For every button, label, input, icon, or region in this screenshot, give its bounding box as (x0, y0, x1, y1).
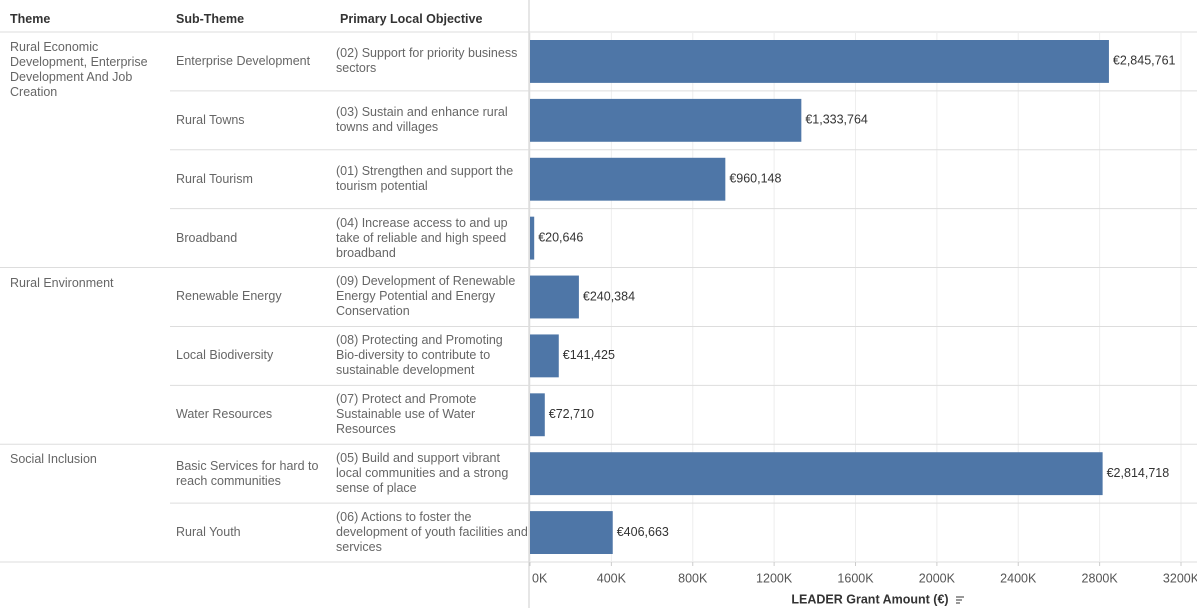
bar (530, 216, 535, 260)
bar (530, 157, 726, 201)
objective-label: (06) Actions to foster the development o… (336, 510, 528, 555)
x-tick-label: 800K (678, 571, 708, 585)
objective-label: (09) Development of Renewable Energy Pot… (336, 274, 516, 319)
x-tick-label: 2800K (1082, 571, 1119, 585)
bar (530, 511, 613, 554)
x-axis-title: LEADER Grant Amount (€) (791, 592, 948, 606)
objective-label: (01) Strengthen and support the tourism … (336, 164, 514, 194)
sub-theme-label: Renewable Energy (176, 289, 282, 304)
sub-theme-label: Basic Services for hard to reach communi… (176, 458, 319, 488)
value-label: €20,646 (538, 230, 583, 244)
value-label: €72,710 (549, 407, 594, 421)
value-label: €1,333,764 (805, 113, 868, 127)
column-header: Theme (10, 12, 51, 26)
bar (530, 452, 1103, 496)
objective-label: (02) Support for priority business secto… (336, 46, 518, 76)
x-tick-label: 400K (597, 571, 627, 585)
objective-label: (04) Increase access to and up take of r… (336, 215, 508, 260)
bar (530, 275, 579, 319)
x-tick-label: 0K (532, 571, 548, 585)
x-tick-label: 3200K (1163, 571, 1197, 585)
theme-label: Social Inclusion (10, 452, 97, 467)
x-tick-label: 2400K (1000, 571, 1037, 585)
bar (530, 98, 802, 142)
bar (530, 334, 559, 378)
sub-theme-label: Rural Towns (176, 112, 245, 127)
sub-theme-label: Enterprise Development (176, 53, 311, 68)
sub-theme-label: Water Resources (176, 407, 273, 422)
objective-label: (07) Protect and Promote Sustainable use… (336, 392, 477, 437)
sort-icon[interactable] (956, 596, 964, 604)
sub-theme-label: Rural Tourism (176, 171, 253, 186)
value-label: €2,814,718 (1107, 466, 1170, 480)
value-label: €240,384 (583, 289, 635, 303)
value-label: €141,425 (563, 348, 615, 362)
bar (530, 393, 545, 437)
theme-label: Rural Environment (10, 275, 114, 290)
objective-label: (05) Build and support vibrant local com… (336, 451, 509, 496)
theme-label: Rural Economic Development, Enterprise D… (10, 40, 148, 99)
value-label: €2,845,761 (1113, 54, 1176, 68)
objective-label: (08) Protecting and Promoting Bio-divers… (336, 333, 503, 378)
value-label: €960,148 (729, 172, 781, 186)
sub-theme-label: Local Biodiversity (176, 348, 274, 363)
x-tick-label: 2000K (919, 571, 956, 585)
sub-theme-label: Rural Youth (176, 525, 241, 540)
value-label: €406,663 (617, 525, 669, 539)
x-tick-label: 1600K (837, 571, 874, 585)
sub-theme-label: Broadband (176, 230, 238, 245)
bar (530, 40, 1109, 83)
objective-label: (03) Sustain and enhance rural towns and… (336, 105, 508, 135)
x-tick-label: 1200K (756, 571, 793, 585)
column-header: Primary Local Objective (340, 12, 483, 26)
column-header: Sub-Theme (176, 12, 245, 26)
